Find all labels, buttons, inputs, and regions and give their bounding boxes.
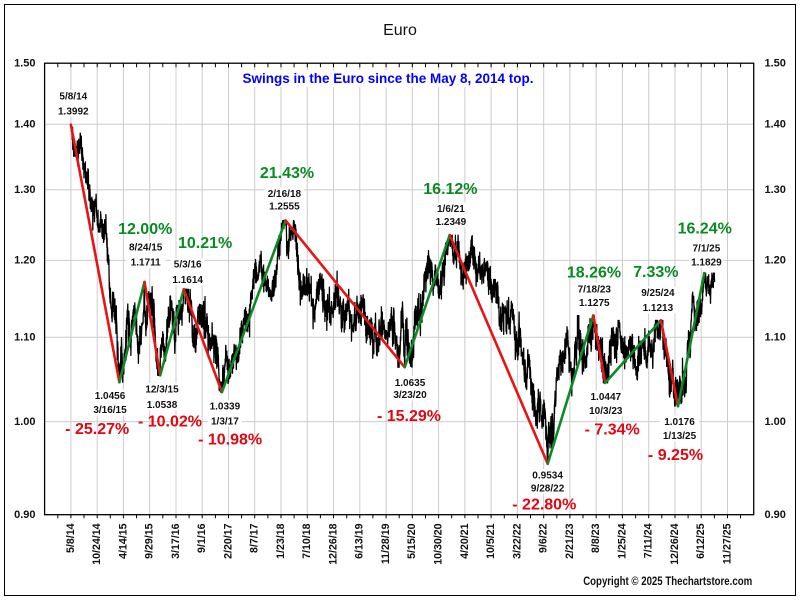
svg-text:1.20: 1.20 bbox=[765, 255, 786, 267]
svg-text:- 15.29%: - 15.29% bbox=[377, 408, 441, 425]
svg-text:18.26%: 18.26% bbox=[567, 264, 621, 281]
svg-text:1.1275: 1.1275 bbox=[579, 298, 610, 309]
svg-text:2/16/18: 2/16/18 bbox=[268, 189, 302, 200]
svg-text:7/11/24: 7/11/24 bbox=[643, 523, 655, 558]
svg-text:1.50: 1.50 bbox=[765, 58, 786, 70]
svg-text:1.2555: 1.2555 bbox=[269, 201, 300, 212]
svg-text:12/26/24: 12/26/24 bbox=[669, 523, 681, 564]
svg-text:Swings in the Euro since the M: Swings in the Euro since the May 8, 2014… bbox=[242, 71, 533, 86]
svg-text:1/3/17: 1/3/17 bbox=[211, 416, 239, 427]
svg-text:10/5/21: 10/5/21 bbox=[485, 523, 497, 558]
svg-text:4/20/21: 4/20/21 bbox=[459, 523, 471, 558]
svg-text:1.20: 1.20 bbox=[14, 255, 35, 267]
svg-text:1/25/24: 1/25/24 bbox=[616, 523, 628, 558]
svg-text:10/24/14: 10/24/14 bbox=[91, 523, 103, 564]
svg-text:2/21/23: 2/21/23 bbox=[564, 523, 576, 558]
svg-text:1.30: 1.30 bbox=[14, 184, 35, 196]
svg-text:21.43%: 21.43% bbox=[260, 165, 314, 182]
svg-text:1/6/21: 1/6/21 bbox=[437, 204, 465, 215]
svg-text:1.1614: 1.1614 bbox=[172, 275, 203, 286]
svg-text:7/1/25: 7/1/25 bbox=[692, 243, 720, 254]
svg-text:3/22/22: 3/22/22 bbox=[511, 523, 523, 558]
svg-text:- 22.80%: - 22.80% bbox=[512, 496, 576, 513]
svg-text:12.00%: 12.00% bbox=[118, 221, 172, 238]
svg-text:16.24%: 16.24% bbox=[678, 221, 732, 238]
svg-text:12/3/15: 12/3/15 bbox=[145, 385, 179, 396]
svg-text:- 9.25%: - 9.25% bbox=[648, 447, 703, 464]
svg-text:1.10: 1.10 bbox=[14, 332, 35, 344]
svg-text:7/18/23: 7/18/23 bbox=[578, 285, 612, 296]
svg-text:1.2349: 1.2349 bbox=[436, 217, 467, 228]
svg-text:1/13/25: 1/13/25 bbox=[663, 431, 697, 442]
svg-text:11/28/19: 11/28/19 bbox=[380, 523, 392, 564]
svg-text:1.0447: 1.0447 bbox=[591, 392, 622, 403]
svg-text:0.90: 0.90 bbox=[765, 509, 786, 521]
svg-text:16.12%: 16.12% bbox=[423, 181, 477, 198]
svg-text:3/23/20: 3/23/20 bbox=[393, 390, 427, 401]
svg-text:- 10.02%: - 10.02% bbox=[138, 414, 202, 431]
svg-text:1.0635: 1.0635 bbox=[395, 378, 426, 389]
svg-text:1.0456: 1.0456 bbox=[95, 391, 126, 402]
svg-text:4/14/15: 4/14/15 bbox=[117, 523, 129, 558]
svg-text:Copyright © 2025 Thechartstore: Copyright © 2025 Thechartstore.com bbox=[583, 575, 752, 588]
svg-text:1.30: 1.30 bbox=[765, 184, 786, 196]
svg-text:9/28/22: 9/28/22 bbox=[531, 484, 565, 495]
svg-text:8/8/23: 8/8/23 bbox=[590, 523, 602, 553]
svg-text:1.00: 1.00 bbox=[14, 416, 35, 428]
svg-text:3/17/16: 3/17/16 bbox=[170, 523, 182, 558]
svg-text:5/15/20: 5/15/20 bbox=[406, 523, 418, 558]
svg-text:5/8/14: 5/8/14 bbox=[59, 92, 87, 103]
svg-text:1.00: 1.00 bbox=[765, 416, 786, 428]
svg-text:1.50: 1.50 bbox=[14, 58, 35, 70]
svg-text:Euro: Euro bbox=[383, 22, 417, 39]
svg-text:5/8/14: 5/8/14 bbox=[65, 523, 77, 553]
svg-text:5/3/16: 5/3/16 bbox=[174, 260, 202, 271]
svg-text:- 7.34%: - 7.34% bbox=[585, 422, 640, 439]
svg-text:7.33%: 7.33% bbox=[633, 264, 678, 281]
svg-text:10/30/20: 10/30/20 bbox=[433, 523, 445, 564]
svg-text:- 25.27%: - 25.27% bbox=[65, 421, 129, 438]
svg-text:8/7/17: 8/7/17 bbox=[249, 523, 261, 553]
svg-text:1/23/18: 1/23/18 bbox=[275, 523, 287, 558]
svg-text:12/26/18: 12/26/18 bbox=[327, 523, 339, 564]
svg-text:1.0339: 1.0339 bbox=[210, 402, 241, 413]
svg-text:10.21%: 10.21% bbox=[178, 235, 232, 252]
svg-text:1.40: 1.40 bbox=[14, 119, 35, 131]
svg-text:1.1829: 1.1829 bbox=[691, 257, 722, 268]
svg-text:10/3/23: 10/3/23 bbox=[589, 406, 623, 417]
svg-text:1.10: 1.10 bbox=[765, 332, 786, 344]
svg-text:1.3992: 1.3992 bbox=[58, 107, 89, 118]
svg-text:1.0538: 1.0538 bbox=[147, 400, 178, 411]
svg-text:1.0176: 1.0176 bbox=[664, 417, 695, 428]
svg-text:6/12/25: 6/12/25 bbox=[695, 523, 707, 558]
svg-text:11/27/25: 11/27/25 bbox=[721, 523, 733, 564]
svg-text:1.1213: 1.1213 bbox=[643, 303, 674, 314]
svg-text:1.40: 1.40 bbox=[765, 119, 786, 131]
svg-text:1.1711: 1.1711 bbox=[131, 258, 161, 269]
svg-text:9/29/15: 9/29/15 bbox=[144, 523, 156, 558]
svg-text:9/25/24: 9/25/24 bbox=[641, 288, 675, 299]
svg-text:9/6/22: 9/6/22 bbox=[538, 523, 550, 553]
svg-text:9/1/16: 9/1/16 bbox=[196, 523, 208, 553]
svg-text:3/16/15: 3/16/15 bbox=[93, 405, 127, 416]
svg-text:- 10.98%: - 10.98% bbox=[198, 431, 262, 448]
svg-text:0.9534: 0.9534 bbox=[532, 471, 563, 482]
svg-text:2/20/17: 2/20/17 bbox=[222, 523, 234, 558]
svg-text:7/10/18: 7/10/18 bbox=[301, 523, 313, 558]
svg-text:8/24/15: 8/24/15 bbox=[129, 243, 163, 254]
svg-text:6/13/19: 6/13/19 bbox=[354, 523, 366, 558]
svg-text:0.90: 0.90 bbox=[14, 509, 35, 521]
